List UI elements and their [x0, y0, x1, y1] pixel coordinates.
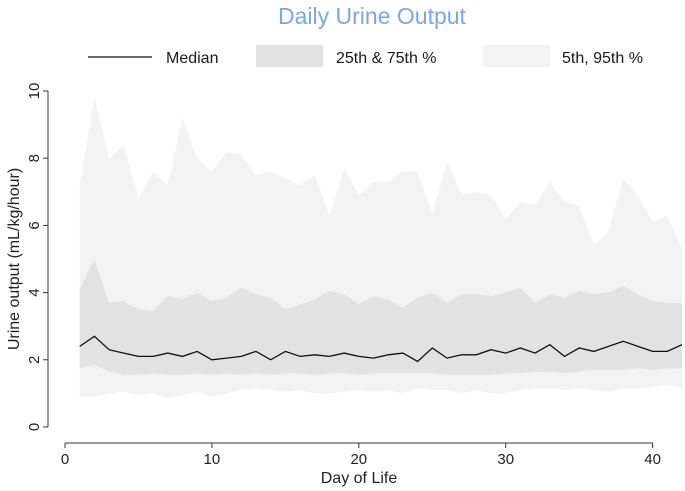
y-tick-label: 6: [26, 221, 43, 229]
y-tick-label: 10: [26, 83, 43, 100]
y-tick-label: 4: [26, 288, 43, 296]
chart-title: Daily Urine Output: [278, 3, 467, 29]
median-line: [79, 335, 683, 363]
y-axis: 0 2 4 6 8 10: [26, 83, 49, 431]
legend-median-label: Median: [166, 50, 218, 67]
legend-iqr-swatch: [256, 45, 323, 67]
plot-area: [79, 97, 683, 399]
x-axis-label: Day of Life: [321, 470, 398, 487]
x-tick-label: 0: [61, 451, 69, 468]
iqr-band: [79, 259, 682, 375]
x-tick-label: 10: [204, 451, 221, 468]
x-tick-label: 30: [497, 451, 514, 468]
y-tick-label: 2: [26, 356, 43, 364]
y-tick-label: 8: [26, 154, 43, 162]
legend-outer-label: 5th, 95th %: [562, 50, 643, 67]
x-tick-label: 40: [644, 451, 661, 468]
y-tick-label: 0: [26, 423, 43, 431]
y-axis-label: Urine output (mL/kg/hour): [6, 168, 23, 350]
x-axis: 0 10 20 30 40: [61, 442, 661, 468]
legend: Median 25th & 75th % 5th, 95th %: [88, 45, 643, 67]
x-tick-label: 20: [350, 451, 367, 468]
legend-iqr-label: 25th & 75th %: [336, 50, 437, 67]
legend-outer-swatch: [483, 45, 550, 67]
